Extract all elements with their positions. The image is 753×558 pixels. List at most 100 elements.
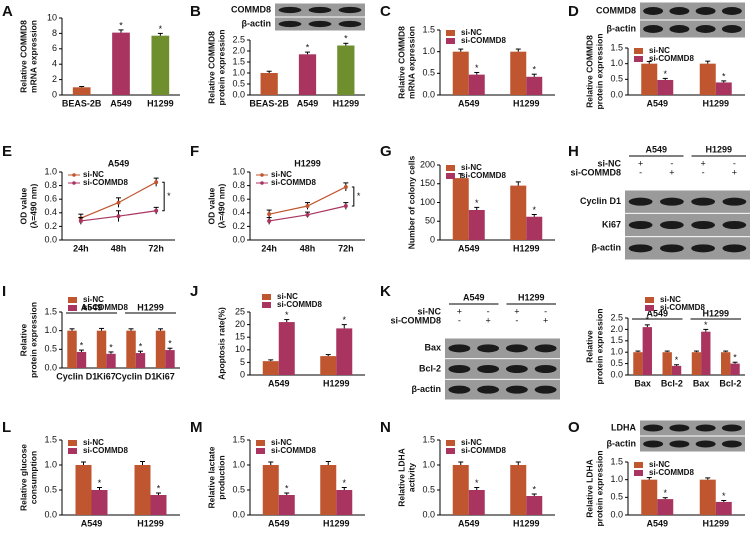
- legend-marker: [260, 181, 264, 185]
- y-tick-label: 1.5: [232, 434, 245, 444]
- series-line: [269, 186, 347, 215]
- x-tick-label: A549: [458, 98, 480, 108]
- blot-sign: +: [485, 315, 490, 325]
- y-axis-label: Relative LDHA: [396, 448, 406, 507]
- y-tick-label: 1.0: [232, 166, 245, 176]
- significance: *: [306, 42, 310, 52]
- y-tick-label: 0.5: [422, 68, 435, 78]
- x-tick-label: H1299: [513, 243, 540, 253]
- y-axis-label: production: [216, 455, 226, 499]
- panel-letter: F: [190, 143, 199, 160]
- x-tick-label: A549: [110, 98, 132, 108]
- bar: [662, 352, 672, 375]
- legend-label: si-NC: [649, 460, 670, 469]
- y-tick-label: 1.5: [610, 335, 623, 345]
- blot-strip: [445, 379, 560, 400]
- y-axis-label: (λ=490 nm): [28, 184, 38, 229]
- blot-band: [660, 197, 684, 206]
- bar: [691, 352, 702, 375]
- panel-letter: D: [568, 3, 579, 20]
- bar: [657, 499, 674, 515]
- significance: *: [167, 191, 171, 201]
- blot-band: [660, 244, 684, 253]
- y-tick-label: 1.5: [422, 24, 435, 34]
- significance: *: [80, 340, 84, 350]
- blot-band: [721, 424, 742, 432]
- blot-group-label: H1299: [518, 292, 545, 302]
- legend-label: si-COMMD8: [271, 446, 316, 455]
- legend-swatch: [446, 30, 455, 36]
- blot-sign: -: [639, 167, 642, 177]
- y-tick-label: 0.5: [610, 492, 623, 502]
- legend-label: si-NC: [271, 438, 292, 447]
- significance: *: [344, 34, 348, 44]
- blot-band: [721, 25, 742, 33]
- blot-band: [695, 7, 716, 15]
- subtitle: A549: [108, 158, 130, 168]
- point: [267, 218, 272, 223]
- bar: [260, 73, 278, 95]
- blot-sign: +: [457, 306, 462, 316]
- blot-band: [338, 20, 362, 28]
- blot-band: [477, 385, 500, 394]
- blot-band: [308, 6, 332, 14]
- group-label: A549: [81, 302, 103, 312]
- blot-band: [477, 365, 500, 373]
- blot-sign: -: [733, 158, 736, 168]
- blot-sign: -: [544, 306, 547, 316]
- point: [305, 204, 310, 208]
- bar: [452, 51, 469, 95]
- bar: [468, 490, 485, 515]
- y-tick-label: 1.5: [44, 306, 57, 316]
- bar: [320, 465, 337, 515]
- x-tick-label: Ki67: [97, 371, 116, 381]
- blot-strip: [640, 436, 745, 452]
- bar: [72, 87, 91, 95]
- blot-sign: +: [700, 158, 705, 168]
- y-axis-label: (λ=490 nm): [216, 184, 226, 229]
- panel-letter: G: [380, 143, 392, 160]
- bar: [510, 465, 527, 515]
- panel-letter: H: [568, 143, 579, 160]
- blot-strip: [445, 338, 560, 359]
- bar: [468, 74, 485, 95]
- significance: *: [663, 69, 667, 79]
- bar: [155, 330, 166, 368]
- x-tick-label: 24h: [261, 243, 277, 253]
- bar: [337, 45, 355, 95]
- y-tick-label: 0.5: [232, 484, 245, 494]
- y-tick-label: 0.0: [610, 369, 623, 379]
- y-tick-label: 0.5: [610, 358, 623, 368]
- x-tick-label: A549: [458, 243, 480, 253]
- legend-label: si-NC: [83, 170, 104, 179]
- y-tick-label: 1.5: [610, 42, 623, 52]
- x-tick-label: Bcl-2: [719, 378, 741, 388]
- legend-label: si-COMMD8: [83, 303, 128, 312]
- point: [343, 204, 348, 208]
- y-tick-label: 0: [430, 234, 435, 244]
- blot-band: [308, 20, 332, 28]
- legend-label: si-NC: [649, 46, 670, 55]
- y-tick-label: 0.0: [232, 509, 245, 519]
- y-tick-label: 0: [240, 369, 245, 379]
- legend-label: si-NC: [660, 295, 681, 304]
- group-label: A549: [646, 308, 668, 318]
- blot-sign: -: [515, 315, 518, 325]
- bar: [701, 331, 711, 375]
- y-tick-label: 0.0: [44, 362, 57, 372]
- significance: *: [475, 478, 479, 488]
- x-tick-label: Ki67: [156, 371, 175, 381]
- x-tick-label: H1299: [513, 518, 540, 528]
- blot-band: [338, 6, 362, 14]
- y-axis-label: Relative: [584, 330, 594, 363]
- y-tick-label: 1.0: [44, 166, 57, 176]
- y-tick-label: 2.0: [610, 324, 623, 334]
- y-tick-label: 0.5: [422, 484, 435, 494]
- legend-swatch: [634, 470, 643, 476]
- y-tick-label: 1.0: [44, 325, 57, 335]
- blot-condition-label: si-COMMD8: [390, 315, 441, 325]
- bar: [715, 501, 732, 515]
- significance: *: [475, 198, 479, 208]
- y-tick-label: 1.0: [232, 67, 245, 77]
- y-tick-label: 1.5: [610, 456, 623, 466]
